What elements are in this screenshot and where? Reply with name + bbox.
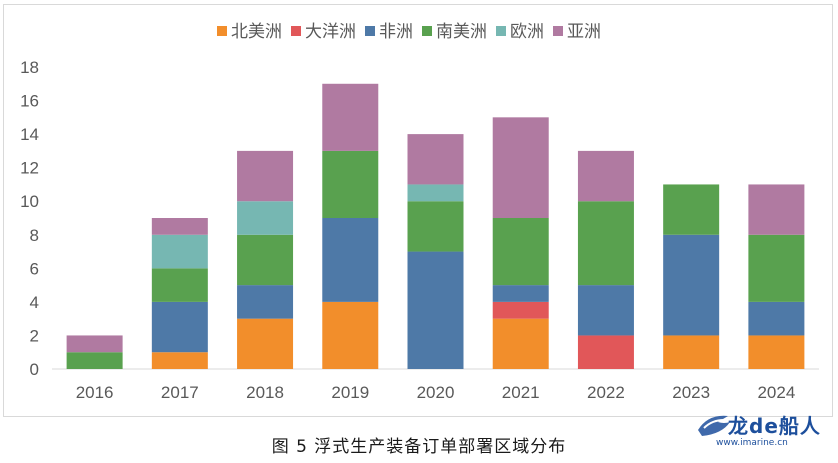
legend-label: 非洲 [379, 22, 413, 42]
bar-segment [151, 352, 208, 369]
bar-segment [66, 352, 123, 369]
watermark-url: www.imarine.cn [716, 438, 788, 448]
bar-segment [663, 234, 720, 336]
bar-segment [407, 251, 464, 369]
legend-label: 南美洲 [436, 22, 487, 42]
figure-caption: 图 5 浮式生产装备订单部署区域分布 [271, 437, 567, 457]
x-tick-label: 2020 [417, 383, 455, 402]
bar-segment [663, 184, 720, 235]
legend-label: 大洋洲 [305, 22, 356, 42]
legend-swatch [365, 26, 375, 36]
y-tick-label: 6 [30, 259, 39, 278]
bar-segment [237, 318, 294, 369]
y-tick-label: 18 [20, 58, 39, 77]
x-tick-label: 2022 [587, 383, 625, 402]
legend-swatch [422, 26, 432, 36]
legend-swatch [496, 26, 506, 36]
x-tick-label: 2018 [246, 383, 284, 402]
bar-segment [663, 335, 720, 369]
legend-swatch [217, 26, 227, 36]
bar-segment [407, 184, 464, 202]
y-tick-label: 8 [30, 226, 39, 245]
x-tick-label: 2016 [76, 383, 114, 402]
legend-swatch [553, 26, 563, 36]
legend-swatch [291, 26, 301, 36]
x-tick-label: 2023 [672, 383, 710, 402]
bar-segment [237, 234, 294, 286]
legend-label: 北美洲 [231, 22, 282, 42]
bar-segment [492, 117, 549, 218]
y-tick-label: 0 [30, 360, 39, 379]
bar-segment [577, 150, 634, 202]
bar-segment [151, 234, 208, 269]
bar-segment [66, 335, 123, 353]
bar-segment [151, 218, 208, 235]
stacked-bar-chart: 0 2 4 6 8 10 12 14 16 18 2016 2017 2018 2019 2020 2021 2… [20, 22, 819, 402]
x-tick-label: 2019 [331, 383, 369, 402]
ship-icon [698, 415, 730, 436]
bar-segment [748, 184, 805, 235]
bar-segment [322, 301, 379, 369]
bar-segment [237, 201, 294, 235]
legend-label: 亚洲 [567, 22, 601, 42]
bar-segment [577, 201, 634, 286]
watermark-brand: 龙de船人 [728, 414, 821, 438]
legend-label: 欧洲 [510, 22, 544, 42]
bar-segment [748, 335, 805, 369]
bar-segment [151, 301, 208, 353]
chart-frame: 0 2 4 6 8 10 12 14 16 18 2016 2017 2018 2019 2020 2021 2… [3, 4, 833, 417]
x-tick-label: 2024 [757, 383, 795, 402]
y-tick-label: 2 [30, 326, 39, 345]
bar-segment [492, 318, 549, 369]
bar-segment [577, 335, 634, 369]
bar-segment [407, 134, 464, 185]
bar-segment [492, 301, 549, 319]
y-tick-label: 16 [20, 92, 39, 111]
bar-segment [407, 201, 464, 252]
bar-segment [577, 285, 634, 336]
watermark-logo: 龙de船人 www.imarine.cn [694, 408, 824, 456]
bar-segment [748, 301, 805, 336]
bar-segment [322, 83, 379, 151]
bar-segment [492, 218, 549, 286]
bar-segment [748, 234, 805, 302]
x-tick-label: 2017 [161, 383, 199, 402]
bar-segment [237, 285, 294, 319]
bar-segment [492, 285, 549, 302]
y-tick-label: 10 [20, 192, 39, 211]
bar-segment [151, 268, 208, 302]
y-tick-label: 4 [30, 293, 39, 312]
bar-segment [322, 150, 379, 218]
bar-segment [322, 218, 379, 302]
x-tick-label: 2021 [502, 383, 540, 402]
y-tick-label: 12 [20, 159, 39, 178]
y-tick-label: 14 [20, 125, 39, 144]
bar-segment [237, 150, 294, 202]
